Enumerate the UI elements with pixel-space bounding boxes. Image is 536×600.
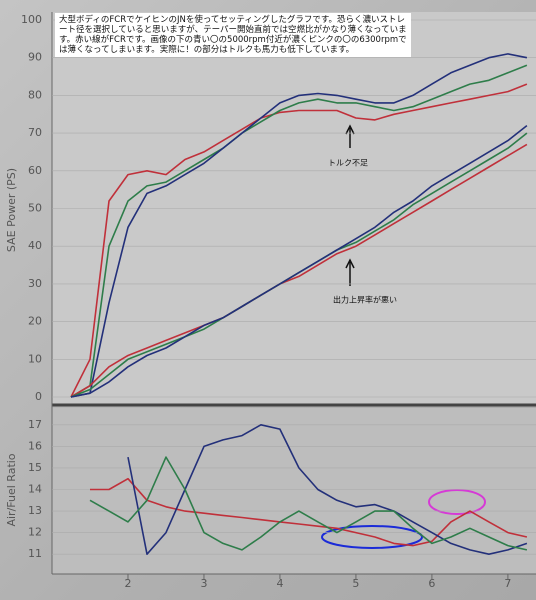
y-tick-label: 16 [28,439,42,452]
line [70,143,528,398]
annotation: 出力上昇率が悪い [333,295,397,305]
line [127,424,528,555]
plot-area [52,12,536,404]
line [89,456,528,551]
x-tick-label: 7 [504,577,511,590]
y-tick-label: 14 [28,483,42,496]
x-tick-label: 6 [428,577,435,590]
arrow-head [345,258,355,269]
y-tick-label: 100 [21,13,42,26]
y-axis-label: SAE Power (PS) [5,168,18,252]
x-tick-label: 3 [200,577,207,590]
y-tick-label: 40 [28,239,42,252]
y-axis-label: Air/Fuel Ratio [5,453,18,526]
y-tick-label: 15 [28,461,42,474]
highlight-ellipse [321,525,423,549]
y-tick-label: 80 [28,88,42,101]
y-tick-label: 90 [28,51,42,64]
line [90,477,528,547]
line [70,83,528,398]
y-tick-label: 20 [28,315,42,328]
y-tick-label: 10 [28,352,42,365]
x-tick-label: 2 [124,577,131,590]
y-tick-label: 30 [28,277,42,290]
y-tick-label: 60 [28,164,42,177]
y-tick-label: 0 [35,390,42,403]
arrow-head [345,124,355,135]
y-tick-label: 11 [28,547,42,560]
y-tick-label: 70 [28,126,42,139]
line [70,64,528,398]
highlight-ellipse [428,489,486,515]
y-tick-label: 12 [28,526,42,539]
line [70,124,528,398]
annotation: トルク不足 [328,159,368,168]
line [70,53,528,398]
x-tick-label: 5 [352,577,359,590]
y-tick-label: 13 [28,504,42,517]
y-tick-label: 50 [28,202,42,215]
x-tick-label: 4 [276,577,283,590]
y-tick-label: 17 [28,418,42,431]
annotation-note: 大型ボディのFCRでケイヒンのJNを使ってセッティングしたグラフです。恐らく濃い… [55,13,411,57]
